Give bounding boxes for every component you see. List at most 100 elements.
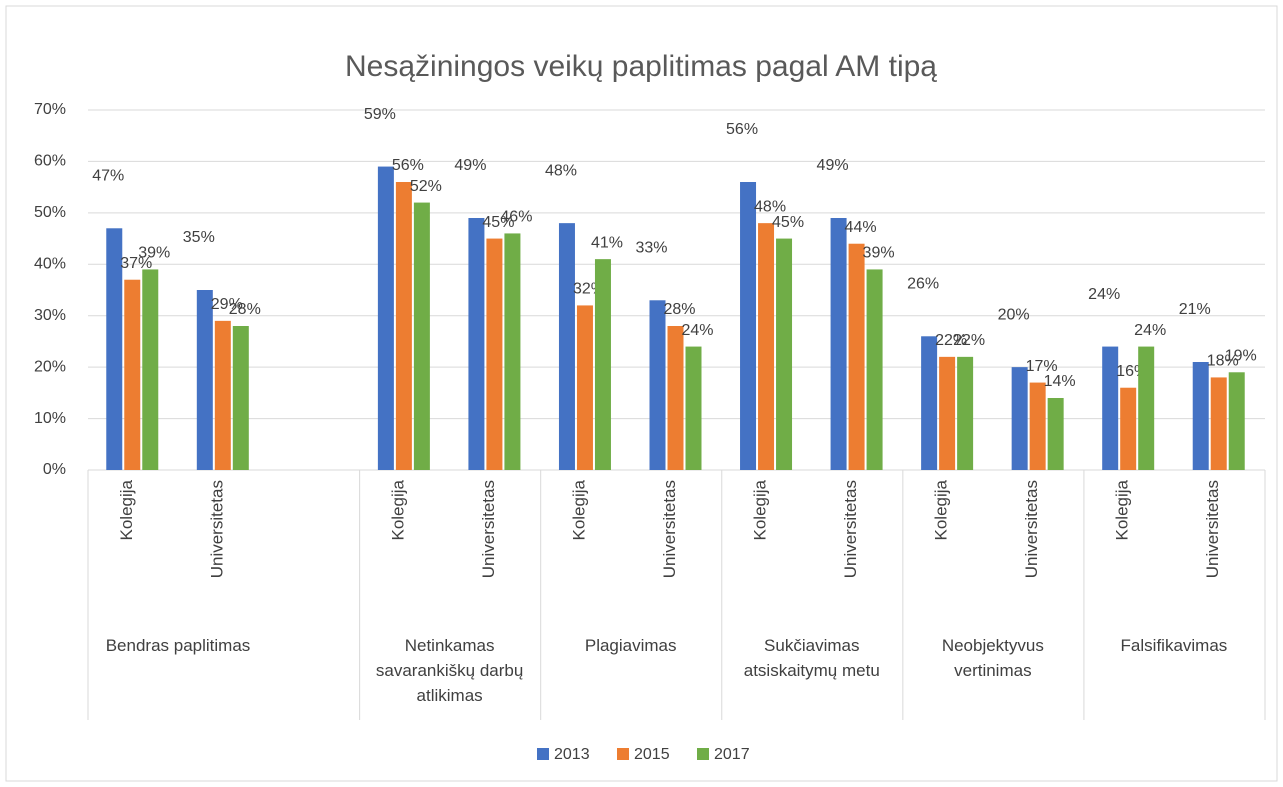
bar	[1029, 382, 1046, 470]
data-label: 41%	[591, 234, 623, 251]
bar	[1120, 387, 1137, 470]
bar	[1192, 362, 1209, 470]
data-label: 44%	[845, 219, 877, 236]
bar	[921, 336, 938, 470]
data-label: 28%	[663, 301, 695, 318]
bar	[1102, 346, 1119, 470]
y-tick-label: 70%	[34, 101, 66, 118]
bar	[214, 320, 231, 470]
bar	[776, 238, 793, 470]
data-label: 56%	[726, 121, 758, 138]
data-label: 49%	[817, 157, 849, 174]
legend-label: 2015	[634, 746, 670, 763]
bar	[957, 356, 974, 470]
bar	[377, 166, 394, 471]
bar	[504, 233, 521, 470]
chart-border	[5, 5, 1278, 782]
bar	[1228, 372, 1245, 470]
y-tick-label: 60%	[34, 153, 66, 170]
data-label: 28%	[229, 301, 261, 318]
legend-label: 2017	[714, 746, 750, 763]
data-label: 59%	[364, 106, 396, 123]
bar	[848, 243, 865, 470]
y-tick-label: 20%	[34, 358, 66, 375]
chart-title: Nesąžiningos veikų paplitimas pagal AM t…	[345, 50, 937, 83]
bar	[124, 279, 141, 470]
group-label: Falsifikavimas	[1120, 636, 1228, 655]
bar	[196, 290, 213, 470]
data-label: 48%	[754, 198, 786, 215]
group-label: Sukčiavimas atsiskaitymų metu	[743, 636, 880, 680]
bar	[594, 259, 611, 470]
bar	[232, 326, 249, 470]
bar	[667, 326, 684, 470]
data-label: 26%	[907, 276, 939, 293]
data-label: 49%	[454, 157, 486, 174]
data-label: 39%	[138, 245, 170, 262]
bar	[830, 218, 847, 470]
legend-swatch	[617, 748, 629, 760]
group-label: Netinkamas savarankiškų darbų atlikimas	[375, 636, 524, 705]
y-tick-label: 10%	[34, 410, 66, 427]
x-tick-label: Universitetas	[1203, 480, 1222, 578]
bar	[1011, 367, 1028, 470]
bar	[1210, 377, 1227, 470]
data-label: 18%	[1207, 353, 1239, 370]
bar	[740, 182, 757, 470]
data-label: 24%	[681, 322, 713, 339]
bar	[758, 223, 775, 470]
bar	[395, 182, 412, 470]
legend-swatch	[697, 748, 709, 760]
data-label: 46%	[500, 209, 532, 226]
data-label: 21%	[1179, 301, 1211, 318]
data-label: 39%	[863, 245, 895, 262]
data-label: 14%	[1044, 373, 1076, 390]
x-tick-label: Kolegija	[1113, 479, 1132, 540]
bar	[106, 228, 123, 470]
x-tick-label: Universitetas	[207, 480, 226, 578]
y-tick-label: 0%	[43, 461, 66, 478]
x-tick-label: Kolegija	[388, 479, 407, 540]
group-label: Neobjektyvus vertinimas	[941, 636, 1044, 680]
data-label: 45%	[482, 214, 514, 231]
data-label: 52%	[410, 178, 442, 195]
data-label: 35%	[183, 229, 215, 246]
x-tick-label: Kolegija	[751, 479, 770, 540]
x-tick-label: Universitetas	[841, 480, 860, 578]
group-label: Bendras paplitimas	[105, 636, 251, 655]
legend-label: 2013	[554, 746, 590, 763]
bar	[558, 223, 575, 470]
data-label: 37%	[120, 255, 152, 272]
x-tick-label: Kolegija	[932, 479, 951, 540]
y-tick-label: 30%	[34, 307, 66, 324]
bar	[866, 269, 883, 470]
data-label: 29%	[211, 296, 243, 313]
data-label: 24%	[1134, 322, 1166, 339]
bar	[1047, 398, 1064, 470]
x-tick-label: Kolegija	[117, 479, 136, 540]
bar	[468, 218, 485, 470]
data-label: 48%	[545, 162, 577, 179]
data-label: 22%	[953, 332, 985, 349]
x-tick-label: Universitetas	[479, 480, 498, 578]
bar	[413, 202, 430, 471]
y-tick-label: 40%	[34, 256, 66, 273]
bar	[486, 238, 503, 470]
bar	[576, 305, 593, 470]
bar	[1138, 346, 1155, 470]
bar	[685, 346, 702, 470]
data-label: 19%	[1225, 348, 1257, 365]
group-label: Plagiavimas	[584, 636, 677, 655]
legend-swatch	[537, 748, 549, 760]
y-tick-label: 50%	[34, 204, 66, 221]
x-tick-label: Universitetas	[1022, 480, 1041, 578]
x-tick-label: Universitetas	[660, 480, 679, 578]
data-label: 20%	[998, 306, 1030, 323]
bar	[939, 356, 956, 470]
data-label: 22%	[935, 332, 967, 349]
x-tick-label: Kolegija	[569, 479, 588, 540]
bar	[649, 300, 666, 470]
data-label: 45%	[772, 214, 804, 231]
